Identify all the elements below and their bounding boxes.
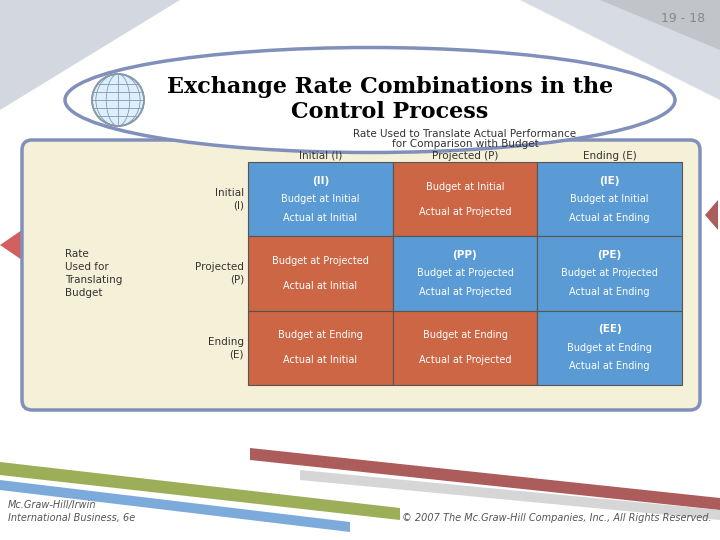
- Text: Budget at Ending: Budget at Ending: [423, 330, 508, 340]
- Bar: [392, 162, 537, 237]
- Polygon shape: [705, 200, 718, 230]
- Polygon shape: [0, 462, 400, 520]
- Text: Initial
(I): Initial (I): [215, 188, 244, 211]
- Text: Budget at Projected: Budget at Projected: [272, 256, 369, 266]
- Text: Actual at Ending: Actual at Ending: [570, 361, 650, 372]
- Bar: [537, 310, 682, 385]
- Ellipse shape: [65, 48, 675, 152]
- Polygon shape: [0, 0, 180, 110]
- Text: Ending (E): Ending (E): [582, 151, 636, 161]
- FancyBboxPatch shape: [22, 140, 700, 410]
- Bar: [392, 310, 537, 385]
- Text: Budget at Initial: Budget at Initial: [281, 194, 359, 204]
- Polygon shape: [520, 0, 720, 100]
- Text: Budget at Ending: Budget at Ending: [567, 343, 652, 353]
- Text: Actual at Ending: Actual at Ending: [570, 213, 650, 222]
- Bar: [392, 237, 537, 310]
- Text: Projected
(P): Projected (P): [195, 262, 244, 285]
- Text: Mc.Graw-Hill/Irwin: Mc.Graw-Hill/Irwin: [8, 500, 96, 510]
- Polygon shape: [250, 448, 720, 510]
- Polygon shape: [600, 0, 720, 50]
- Text: Actual at Initial: Actual at Initial: [283, 281, 357, 291]
- Polygon shape: [300, 470, 720, 520]
- Text: Actual at Ending: Actual at Ending: [570, 287, 650, 297]
- Text: Actual at Projected: Actual at Projected: [419, 207, 511, 217]
- Text: Actual at Initial: Actual at Initial: [283, 213, 357, 222]
- Text: Rate
Used for
Translating
Budget: Rate Used for Translating Budget: [65, 249, 122, 298]
- Text: Budget at Projected: Budget at Projected: [417, 268, 513, 279]
- Text: Exchange Rate Combinations in the: Exchange Rate Combinations in the: [167, 76, 613, 98]
- Text: © 2007 The Mc.Graw-Hill Companies, Inc., All Rights Reserved.: © 2007 The Mc.Graw-Hill Companies, Inc.,…: [402, 513, 712, 523]
- Text: Initial (I): Initial (I): [299, 151, 342, 161]
- Text: 19 - 18: 19 - 18: [661, 12, 705, 25]
- Text: for Comparison with Budget: for Comparison with Budget: [392, 139, 539, 149]
- Polygon shape: [0, 230, 22, 260]
- Text: Rate Used to Translate Actual Performance: Rate Used to Translate Actual Performanc…: [354, 129, 577, 139]
- Text: Ending
(E): Ending (E): [208, 336, 244, 359]
- Text: Actual at Projected: Actual at Projected: [419, 287, 511, 297]
- Text: (EE): (EE): [598, 324, 621, 334]
- Text: (PP): (PP): [453, 250, 477, 260]
- Bar: [248, 162, 392, 237]
- Text: Control Process: Control Process: [292, 101, 489, 123]
- Bar: [248, 237, 392, 310]
- Circle shape: [92, 74, 144, 126]
- Bar: [537, 237, 682, 310]
- Text: (II): (II): [312, 176, 329, 186]
- Text: Actual at Initial: Actual at Initial: [283, 355, 357, 365]
- Text: International Business, 6e: International Business, 6e: [8, 513, 135, 523]
- Polygon shape: [0, 480, 350, 532]
- Text: Budget at Initial: Budget at Initial: [570, 194, 649, 204]
- Text: Actual at Projected: Actual at Projected: [419, 355, 511, 365]
- Text: Budget at Projected: Budget at Projected: [561, 268, 658, 279]
- Bar: [248, 310, 392, 385]
- Text: Projected (P): Projected (P): [432, 151, 498, 161]
- Text: Budget at Ending: Budget at Ending: [278, 330, 363, 340]
- Text: Budget at Initial: Budget at Initial: [426, 182, 504, 192]
- Bar: [537, 162, 682, 237]
- Text: (IE): (IE): [600, 176, 620, 186]
- Text: (PE): (PE): [598, 250, 622, 260]
